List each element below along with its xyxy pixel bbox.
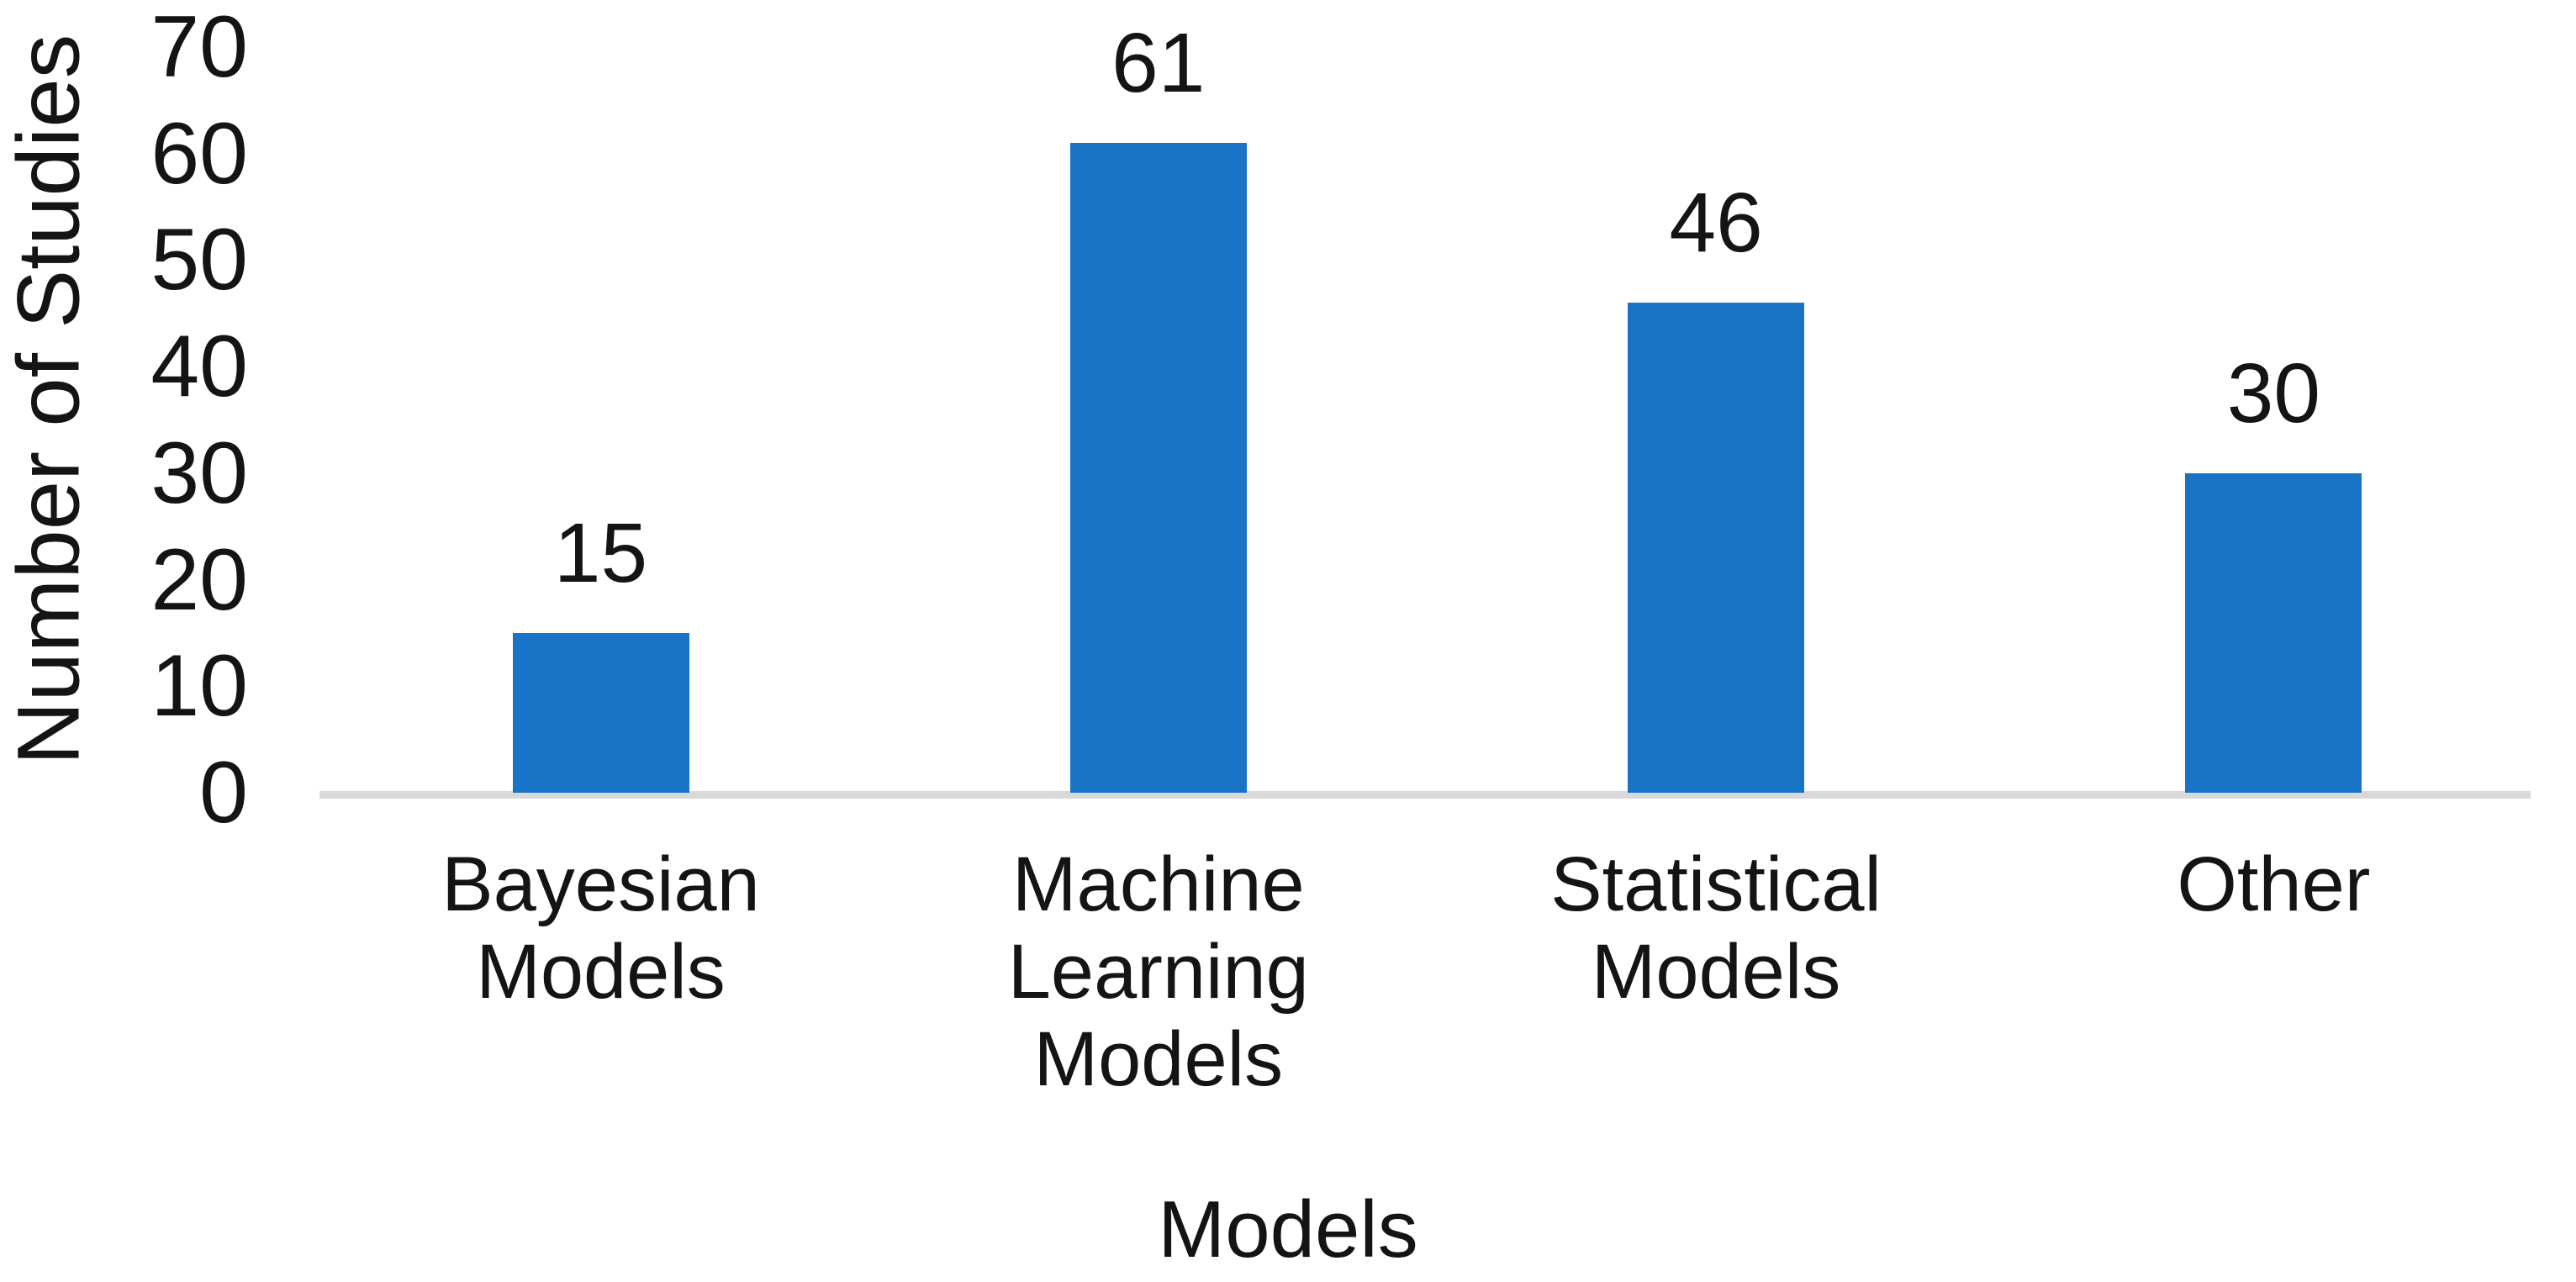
bar — [2185, 472, 2362, 793]
x-axis-title: Models — [1158, 1184, 1418, 1274]
bar-value-label: 15 — [553, 505, 648, 600]
bar-value-label: 61 — [1111, 16, 1206, 111]
category-label: Other — [2177, 841, 2371, 927]
bar — [1628, 303, 1805, 793]
category-label: Statistical Models — [1550, 841, 1882, 1015]
y-tick-label: 30 — [150, 424, 248, 522]
y-tick-label: 10 — [150, 637, 248, 736]
category-label: Bayesian Models — [441, 841, 760, 1015]
category-label: Machine Learning Models — [1007, 841, 1309, 1102]
x-axis-line — [319, 791, 2531, 799]
y-tick-label: 0 — [199, 744, 248, 841]
bar-value-label: 46 — [1669, 176, 1763, 271]
y-tick-label: 60 — [150, 104, 248, 203]
bar-value-label: 30 — [2226, 346, 2320, 441]
y-tick-label: 70 — [150, 0, 248, 96]
bar — [512, 632, 689, 793]
y-tick-label: 50 — [150, 211, 248, 309]
bar — [1069, 143, 1247, 793]
y-tick-label: 20 — [150, 530, 248, 629]
y-tick-label: 40 — [150, 318, 248, 416]
